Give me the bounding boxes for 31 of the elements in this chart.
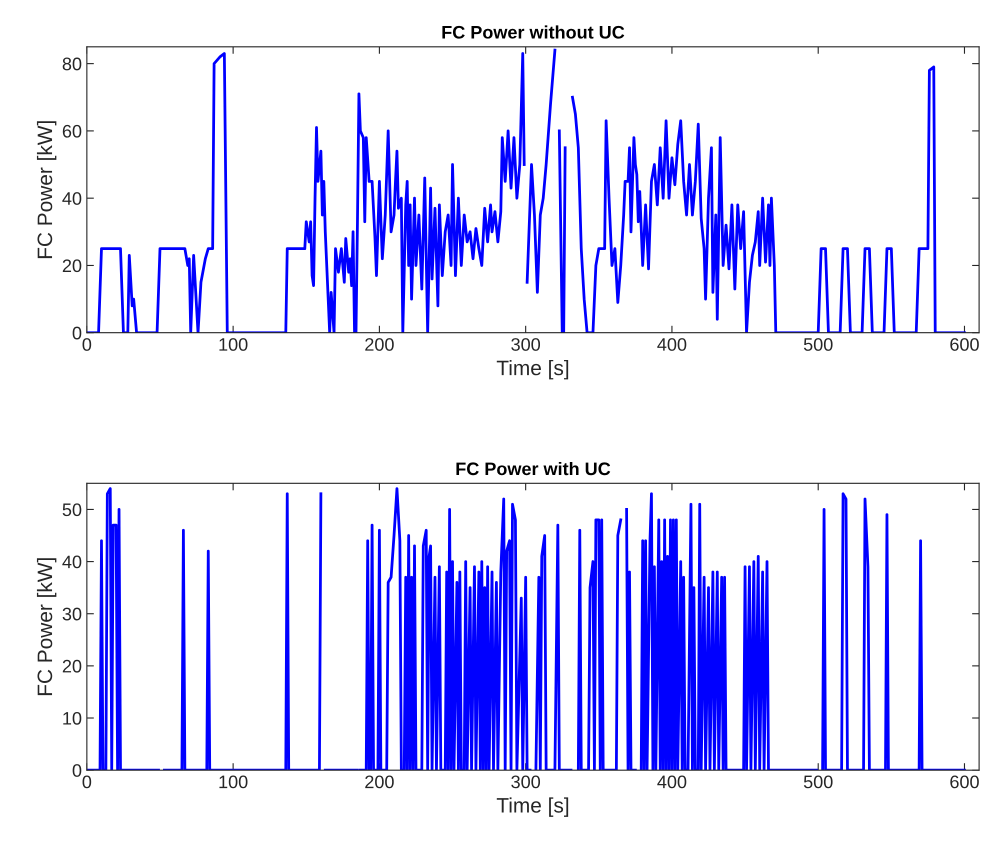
x-axis-title: Time [s] — [496, 360, 568, 380]
chart-title: FC Power with UC — [456, 462, 610, 476]
y-axis-title: FC Power [kW] — [36, 558, 56, 696]
x-tick-label: 100 — [219, 338, 248, 351]
y-tick-label: 0 — [72, 326, 82, 340]
y-tick-label: 60 — [62, 124, 82, 138]
chart-title: FC Power without UC — [442, 25, 624, 39]
y-tick-label: 20 — [62, 259, 82, 272]
y-tick-label: 50 — [62, 503, 82, 516]
y-tick-label: 40 — [62, 192, 82, 205]
x-tick-label: 300 — [511, 338, 540, 351]
x-tick-label: 100 — [219, 775, 248, 788]
x-tick-label: 600 — [950, 775, 979, 788]
y-tick-label: 80 — [62, 58, 82, 70]
x-tick-label: 200 — [365, 775, 394, 788]
x-tick-label: 600 — [950, 338, 979, 351]
y-tick-label: 30 — [62, 608, 82, 620]
x-tick-label: 200 — [365, 338, 394, 351]
y-axis-title: FC Power [kW] — [36, 121, 56, 258]
y-tick-label: 40 — [62, 556, 82, 568]
x-tick-label: 0 — [82, 338, 92, 351]
x-axis-title: Time [s] — [496, 797, 568, 817]
x-tick-label: 400 — [657, 775, 686, 788]
x-tick-label: 500 — [804, 338, 833, 351]
y-tick-label: 20 — [62, 660, 82, 673]
x-tick-label: 300 — [511, 775, 540, 788]
x-tick-label: 0 — [82, 775, 92, 788]
x-tick-label: 500 — [804, 775, 833, 788]
x-tick-label: 400 — [657, 338, 686, 351]
y-tick-label: 0 — [72, 764, 82, 777]
y-tick-label: 10 — [63, 712, 82, 725]
